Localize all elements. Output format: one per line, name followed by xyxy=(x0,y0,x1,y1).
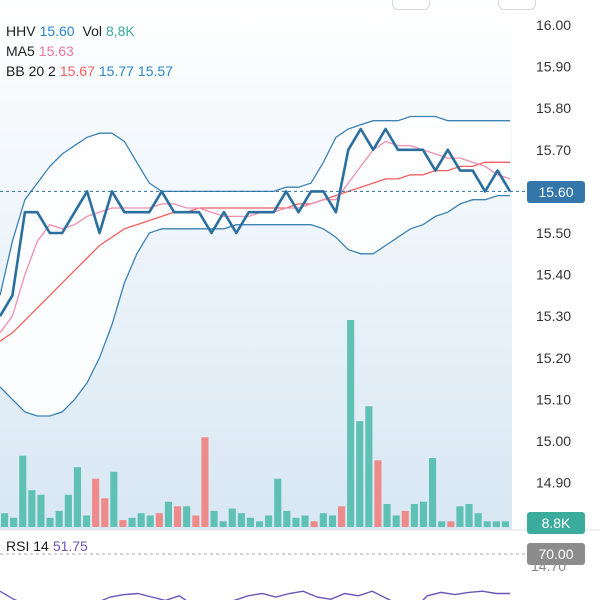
volume-bar xyxy=(292,517,300,527)
volume-bar xyxy=(501,521,509,528)
bb-lower-value: 15.57 xyxy=(137,63,173,79)
volume-bar xyxy=(237,513,245,527)
rsi-panel-background xyxy=(0,530,512,600)
volume-bar xyxy=(447,521,455,528)
volume-bar xyxy=(28,490,36,527)
rsi-label: RSI 14 xyxy=(6,538,49,554)
volume-bar xyxy=(46,517,54,527)
volume-bar xyxy=(183,506,191,527)
volume-bar xyxy=(92,478,100,527)
legend-hhv: HHV 15.60 Vol 8,8K xyxy=(6,23,139,39)
ma5-line xyxy=(0,140,511,334)
price-tick-label: 16.00 xyxy=(536,17,571,33)
volume-bar xyxy=(301,515,309,527)
volume-bar xyxy=(328,515,336,527)
volume-bar xyxy=(83,515,91,527)
volume-bar xyxy=(37,494,45,527)
bb-label: BB 20 2 xyxy=(6,63,56,79)
rsi-value: 51.75 xyxy=(52,538,88,554)
current-price-tag: 15.60 xyxy=(527,181,585,203)
vol-value: 8,8K xyxy=(105,23,135,39)
volume-bar xyxy=(164,501,172,527)
volume-bar xyxy=(347,320,355,527)
volume-bar xyxy=(219,521,227,528)
volume-bar xyxy=(492,521,500,528)
volume-bar xyxy=(192,515,200,527)
volume-bar xyxy=(137,513,145,527)
price-tick-label: 15.40 xyxy=(536,267,571,283)
volume-bar xyxy=(146,515,154,527)
price-axis: 16.00 15.90 15.80 15.70 15.50 15.40 15.30 15.20… xyxy=(536,17,571,491)
volume-bar xyxy=(456,506,464,527)
vol-label: Vol xyxy=(82,23,102,39)
volume-bar xyxy=(10,517,18,527)
volume-bar xyxy=(101,498,109,528)
bollinger-lower-line xyxy=(0,194,510,417)
volume-bar xyxy=(19,455,27,527)
volume-bar xyxy=(365,406,373,528)
price-tick-label: 15.70 xyxy=(536,142,571,158)
price-tick-label: 15.50 xyxy=(536,225,571,241)
price-tick-label: 15.10 xyxy=(536,391,571,407)
volume-bar xyxy=(374,460,382,527)
volume-bar xyxy=(1,513,9,527)
volume-bar xyxy=(246,517,254,527)
volume-bar xyxy=(283,510,291,527)
volume-bar xyxy=(410,504,418,527)
volume-bar xyxy=(319,513,327,527)
price-tick-label: 15.90 xyxy=(536,59,571,75)
volume-bar xyxy=(274,478,282,527)
volume-bar xyxy=(483,521,491,528)
volume-bars xyxy=(1,320,509,528)
toolbar-pill-right[interactable] xyxy=(498,0,536,10)
bb-mid-value: 15.77 xyxy=(98,63,134,79)
volume-bar xyxy=(419,501,427,527)
legend-ma5: MA5 15.63 xyxy=(6,43,78,59)
volume-bar xyxy=(119,520,127,527)
hhv-label: HHV xyxy=(6,23,36,39)
volume-bar xyxy=(174,506,182,527)
volume-bar xyxy=(265,515,273,527)
volume-bar xyxy=(310,521,318,528)
rsi-polyline xyxy=(0,590,510,600)
rsi-line xyxy=(0,553,527,600)
volume-bar xyxy=(256,521,264,528)
ma5-label: MA5 xyxy=(6,43,35,59)
volume-bar xyxy=(64,494,72,527)
hhv-price-line xyxy=(0,127,512,317)
legend-rsi: RSI 14 51.75 xyxy=(6,538,92,554)
volume-bar xyxy=(228,508,236,527)
volume-tag: 8.8K xyxy=(527,512,585,534)
volume-bar xyxy=(465,504,473,527)
price-tick-label: 15.30 xyxy=(536,308,571,324)
price-tick-label: 14.90 xyxy=(536,475,571,491)
volume-bar xyxy=(429,458,437,527)
volume-bar xyxy=(110,471,118,527)
toolbar-pill[interactable] xyxy=(392,0,430,10)
price-tick-label: 15.00 xyxy=(536,433,571,449)
price-tick-label: 15.20 xyxy=(536,350,571,366)
rsi-level-tag: 70.00 xyxy=(527,543,585,565)
bb-upper-value: 15.67 xyxy=(59,63,95,79)
legend-bb: BB 20 2 15.67 15.77 15.57 xyxy=(6,63,177,79)
volume-bar xyxy=(356,421,364,527)
ma5-value: 15.63 xyxy=(38,43,74,59)
volume-bar xyxy=(155,513,163,527)
hhv-value: 15.60 xyxy=(39,23,75,39)
volume-bar xyxy=(210,510,218,527)
volume-bar xyxy=(401,510,409,527)
volume-bar xyxy=(392,515,400,527)
volume-bar xyxy=(438,521,446,528)
bollinger-mid-line xyxy=(0,161,510,342)
volume-bar xyxy=(73,467,81,527)
volume-bar xyxy=(338,506,346,527)
volume-bar xyxy=(55,510,63,527)
volume-bar xyxy=(474,513,482,527)
volume-bar xyxy=(201,437,209,527)
volume-bar xyxy=(383,504,391,527)
volume-bar xyxy=(128,517,136,527)
price-tick-label: 15.80 xyxy=(536,100,571,116)
